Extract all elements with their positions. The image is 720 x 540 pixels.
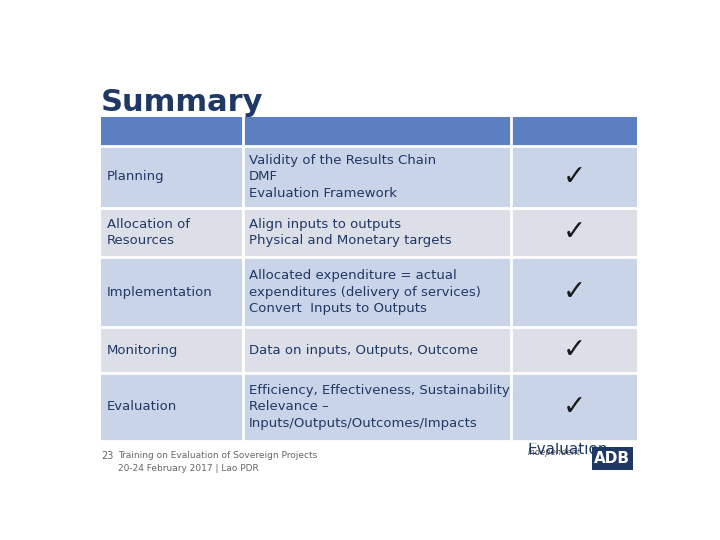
Text: Implementation: Implementation bbox=[107, 286, 213, 299]
Text: ✓: ✓ bbox=[562, 336, 586, 364]
Text: Training on Evaluation of Sovereign Projects
20-24 February 2017 | Lao PDR: Training on Evaluation of Sovereign Proj… bbox=[118, 451, 317, 473]
Text: ✓: ✓ bbox=[562, 218, 586, 246]
Text: Validity of the Results Chain
DMF
Evaluation Framework: Validity of the Results Chain DMF Evalua… bbox=[249, 154, 436, 200]
Text: Monitoring: Monitoring bbox=[107, 343, 179, 356]
Text: ADB: ADB bbox=[594, 451, 630, 466]
Text: ✓: ✓ bbox=[562, 163, 586, 191]
Bar bbox=[101, 207, 637, 257]
Text: Summary: Summary bbox=[101, 88, 264, 117]
Text: Allocated expenditure = actual
expenditures (delivery of services)
Convert  Inpu: Allocated expenditure = actual expenditu… bbox=[249, 269, 481, 315]
Bar bbox=[593, 447, 632, 470]
Text: Efficiency, Effectiveness, Sustainability,
Relevance –
Inputs/Outputs/Outcomes/I: Efficiency, Effectiveness, Sustainabilit… bbox=[249, 383, 514, 430]
Text: Align inputs to outputs
Physical and Monetary targets: Align inputs to outputs Physical and Mon… bbox=[249, 218, 451, 247]
Text: Data on inputs, Outputs, Outcome: Data on inputs, Outputs, Outcome bbox=[249, 343, 478, 356]
Text: ✓: ✓ bbox=[562, 278, 586, 306]
Text: ✓: ✓ bbox=[562, 393, 586, 421]
Bar bbox=[101, 117, 637, 146]
Text: Evaluation: Evaluation bbox=[107, 400, 177, 413]
Bar bbox=[101, 146, 637, 207]
Text: Planning: Planning bbox=[107, 171, 165, 184]
Text: Evaluation: Evaluation bbox=[528, 442, 608, 457]
Bar bbox=[101, 257, 637, 327]
Bar bbox=[101, 327, 637, 373]
Text: Independent: Independent bbox=[528, 448, 581, 457]
Bar bbox=[101, 373, 637, 441]
Text: Allocation of
Resources: Allocation of Resources bbox=[107, 218, 190, 247]
Text: 23: 23 bbox=[101, 451, 113, 461]
